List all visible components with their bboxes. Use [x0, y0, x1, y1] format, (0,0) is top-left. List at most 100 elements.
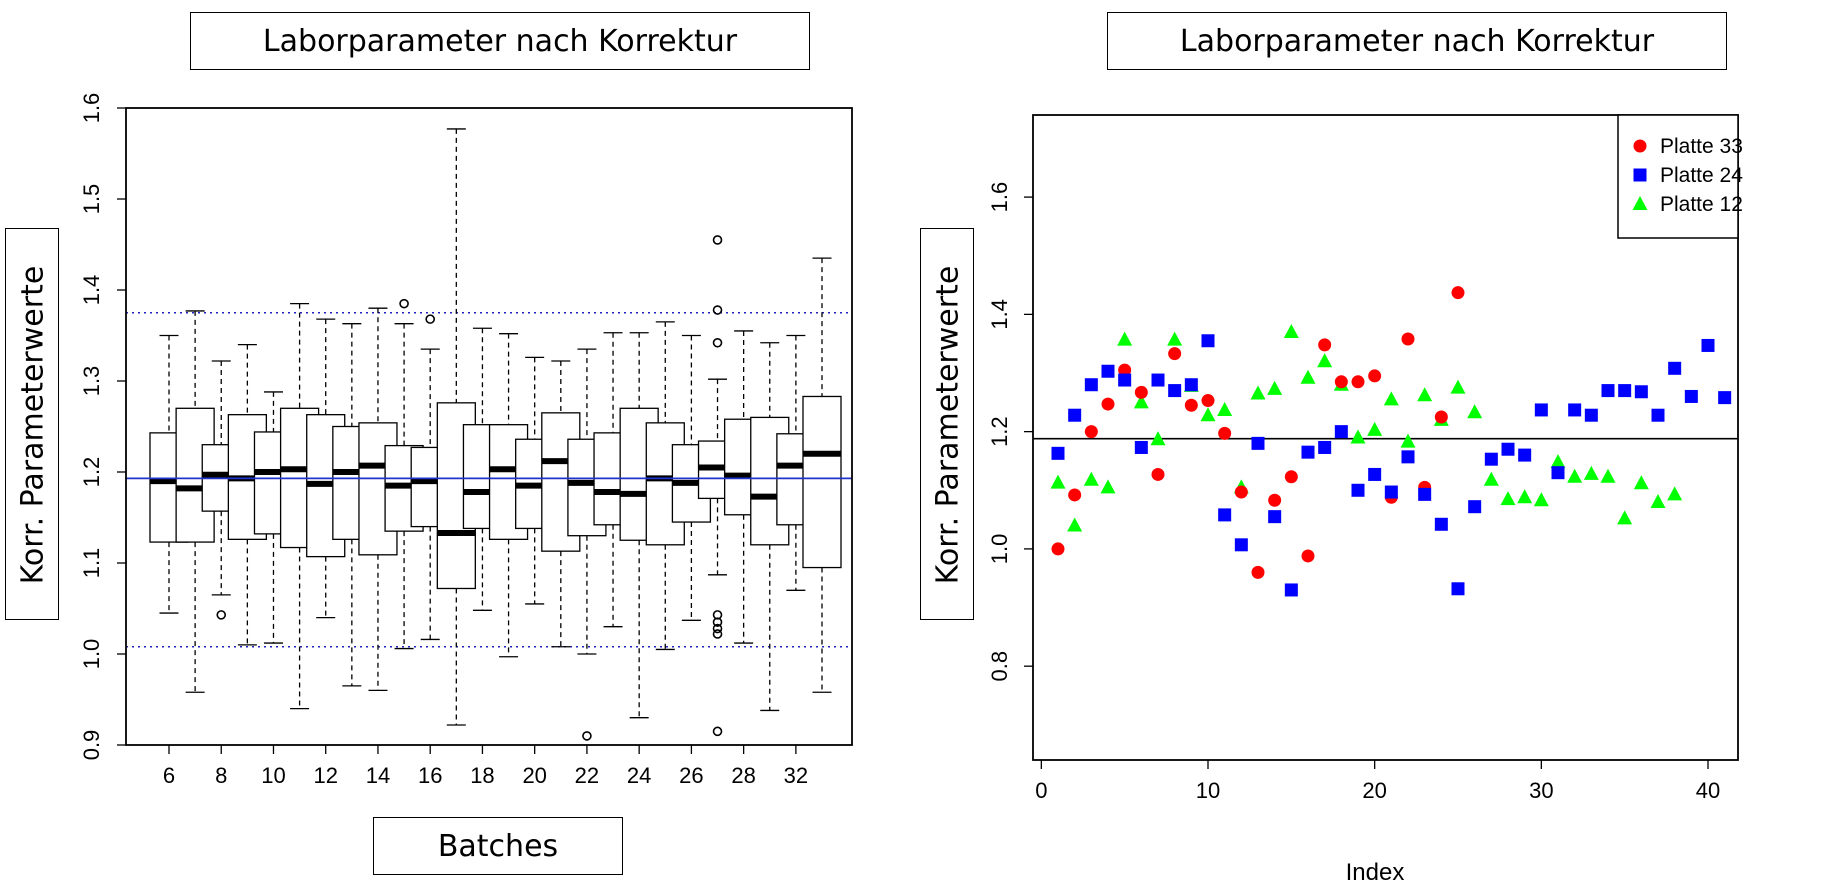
data-point: [1484, 452, 1498, 466]
data-point: [1100, 479, 1116, 494]
data-point: [1483, 471, 1499, 486]
left-x-tick-label: 8: [215, 763, 227, 788]
data-point: [1050, 474, 1066, 489]
left-x-tick-label: 26: [679, 763, 703, 788]
data-point: [1151, 467, 1165, 481]
data-point: [1417, 387, 1433, 402]
data-point: [1351, 375, 1365, 389]
left-y-tick-label: 1.1: [79, 548, 104, 579]
data-point: [1350, 429, 1366, 444]
data-point: [1218, 508, 1232, 522]
box-30: [750, 342, 790, 712]
outlier-point: [712, 623, 723, 634]
data-point: [1083, 471, 1099, 486]
data-point: [1284, 583, 1298, 597]
outlier-point: [712, 617, 723, 627]
data-point: [1084, 378, 1098, 392]
boxplot-chart: 0.9 1.0 1.1 1.2 1.3 1.4 1.5 1.6 6 8 10 12 14 16 18 20 22…: [79, 93, 853, 788]
data-point: [1101, 397, 1115, 411]
data-point: [1301, 549, 1315, 563]
data-point: [1268, 493, 1282, 507]
box-33: [802, 257, 842, 693]
data-point: [1218, 426, 1232, 440]
left-y-axis-label-box: Korr. Parameterwerte: [5, 228, 59, 620]
data-point: [1101, 364, 1115, 378]
data-point: [1533, 492, 1549, 507]
right-x-axis-label: Index: [1346, 859, 1405, 886]
data-point: [1651, 408, 1665, 422]
data-point: [1284, 470, 1298, 484]
series-platte-24: [1051, 334, 1732, 597]
right-chart-title: Laborparameter nach Korrektur: [1107, 12, 1727, 70]
data-point: [1151, 373, 1165, 387]
right-x-tick-label: 0: [1035, 778, 1047, 803]
data-point: [1701, 338, 1715, 352]
data-point: [1134, 385, 1148, 399]
right-y-tick-label: 0.8: [987, 651, 1012, 682]
data-point: [1051, 446, 1065, 460]
outlier-point: [216, 610, 227, 620]
left-x-tick-label: 10: [261, 763, 285, 788]
right-x-tick-label: 30: [1529, 778, 1553, 803]
data-point: [1250, 385, 1266, 400]
data-point: [1267, 380, 1283, 395]
left-chart-title: Laborparameter nach Korrektur: [190, 12, 810, 70]
data-point: [1634, 385, 1648, 399]
outlier-point: [712, 235, 723, 245]
left-x-tick-label: 24: [627, 763, 651, 788]
data-point: [1168, 384, 1182, 398]
legend-label: Platte 33: [1660, 135, 1743, 158]
left-y-tick-label: 1.3: [79, 366, 104, 397]
data-point: [1518, 448, 1532, 462]
data-point: [1568, 403, 1582, 417]
right-plot-frame: [1032, 114, 1739, 761]
data-point: [1451, 582, 1465, 596]
outlier-point: [399, 298, 409, 309]
data-point: [1200, 407, 1216, 422]
data-point: [1318, 338, 1332, 352]
left-y-tick-label: 1.0: [79, 639, 104, 670]
data-point: [1068, 408, 1082, 422]
data-point: [1600, 468, 1616, 483]
data-point: [1401, 332, 1415, 346]
data-point: [1718, 391, 1732, 405]
data-point: [1551, 466, 1565, 480]
data-point: [1300, 369, 1316, 384]
data-point: [1068, 488, 1082, 502]
data-point: [1684, 389, 1698, 403]
legend-label: Platte 24: [1660, 164, 1743, 187]
data-point: [1668, 361, 1682, 375]
data-point: [1368, 369, 1382, 383]
data-point: [1617, 510, 1633, 525]
data-point: [1401, 450, 1415, 464]
data-point: [1468, 500, 1482, 514]
data-point: [1534, 403, 1548, 417]
outlier-point: [712, 305, 723, 315]
data-point: [1134, 440, 1148, 454]
data-point: [1118, 373, 1132, 387]
data-point: [1367, 421, 1383, 436]
data-point: [1434, 517, 1448, 531]
data-point: [1167, 331, 1183, 346]
data-point: [1301, 445, 1315, 459]
data-point: [1400, 433, 1416, 448]
left-x-tick-label: 18: [470, 763, 494, 788]
data-point: [1584, 408, 1598, 422]
data-point: [1268, 510, 1282, 524]
data-point: [1618, 384, 1632, 398]
data-point: [1384, 485, 1398, 499]
data-point: [1184, 378, 1198, 392]
data-point: [1334, 425, 1348, 439]
legend-marker: [1633, 168, 1647, 182]
data-point: [1201, 394, 1215, 408]
data-point: [1550, 454, 1566, 469]
right-y-tick-label: 1.6: [987, 182, 1012, 213]
data-point: [1318, 440, 1332, 454]
left-x-tick-label: 6: [163, 763, 175, 788]
left-x-tick-label: 28: [731, 763, 755, 788]
data-point: [1150, 431, 1166, 446]
outlier-point: [712, 629, 723, 639]
data-point: [1467, 404, 1483, 419]
data-point: [1667, 486, 1683, 501]
